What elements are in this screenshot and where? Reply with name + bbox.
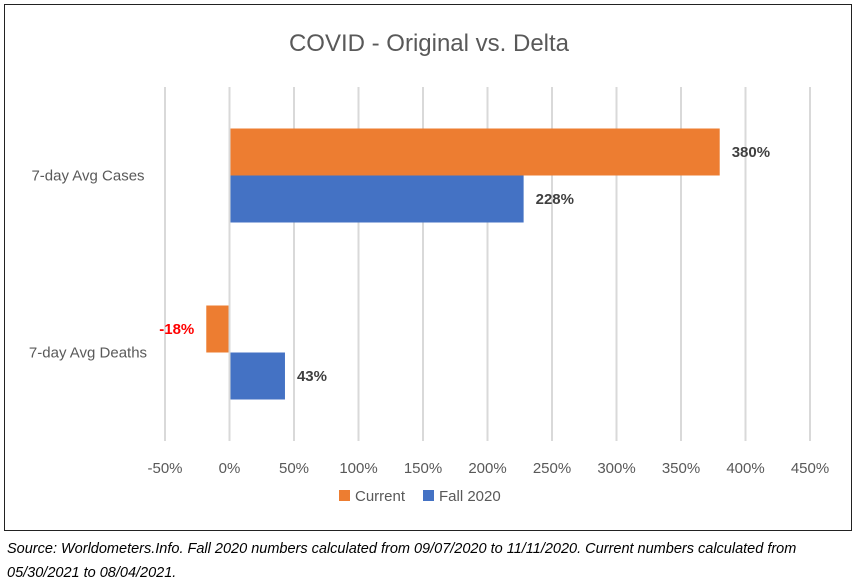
x-tick-label: 300% xyxy=(597,460,635,477)
x-tick-label: 250% xyxy=(533,460,571,477)
data-labels: 380% 228% -18% 43% xyxy=(159,144,770,385)
legend: Current Fall 2020 xyxy=(339,488,501,505)
bar-chart: COVID - Original vs. Delta -50% 0% 50% 100%… xyxy=(29,30,829,505)
x-tick-label: 450% xyxy=(791,460,829,477)
x-tick-label: 350% xyxy=(662,460,700,477)
legend-label: Fall 2020 xyxy=(439,488,501,505)
bar-fall-2020 xyxy=(229,352,285,400)
category-label: 7-day Avg Cases xyxy=(31,168,144,185)
legend-swatch xyxy=(423,490,434,501)
chart-frame: COVID - Original vs. Delta -50% 0% 50% 100%… xyxy=(4,4,852,531)
legend-label: Current xyxy=(355,488,406,505)
x-axis-tick-labels: -50% 0% 50% 100% 150% 200% 250% 300% 350% 400% 450… xyxy=(147,460,829,477)
x-tick-label: 100% xyxy=(339,460,377,477)
bar-fall-2020 xyxy=(229,175,524,223)
x-tick-label: -50% xyxy=(147,460,182,477)
bars xyxy=(206,87,720,441)
data-label: -18% xyxy=(159,321,194,338)
x-tick-label: 150% xyxy=(404,460,442,477)
x-tick-label: 0% xyxy=(219,460,241,477)
category-labels: 7-day Avg Cases 7-day Avg Deaths xyxy=(29,168,147,362)
data-label: 228% xyxy=(536,191,574,208)
bar-current xyxy=(206,305,230,353)
data-label: 43% xyxy=(297,368,327,385)
source-note: Source: Worldometers.Info. Fall 2020 num… xyxy=(7,541,797,581)
bar-current xyxy=(229,128,720,176)
x-tick-label: 50% xyxy=(279,460,309,477)
category-label: 7-day Avg Deaths xyxy=(29,345,147,362)
x-tick-label: 200% xyxy=(468,460,506,477)
legend-swatch xyxy=(339,490,350,501)
data-label: 380% xyxy=(732,144,770,161)
x-tick-label: 400% xyxy=(726,460,764,477)
chart-title: COVID - Original vs. Delta xyxy=(289,30,570,57)
